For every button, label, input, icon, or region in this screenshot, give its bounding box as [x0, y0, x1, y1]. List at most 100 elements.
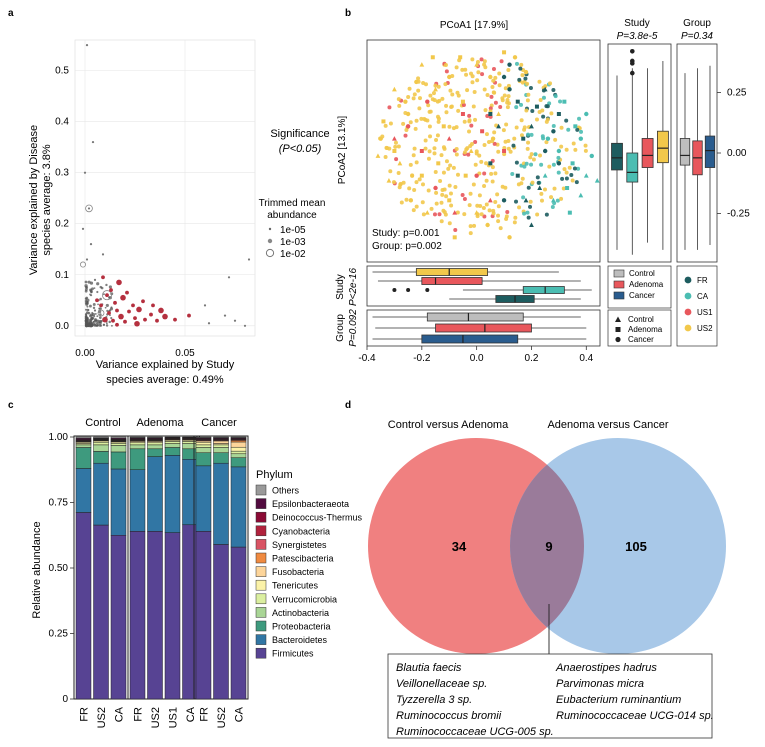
- a-point-nonsig: [85, 286, 89, 289]
- pcoa-point-us2: [375, 153, 381, 158]
- pcoa-point: [514, 199, 519, 204]
- panel-c-ylabel: Relative abundance: [31, 521, 43, 618]
- pcoa-point-us1: [502, 149, 507, 153]
- bar-segment-bacteroidetes: [195, 465, 212, 532]
- legend-label-actinobacteria: Actinobacteria: [272, 608, 329, 618]
- pcoa-point: [542, 187, 547, 192]
- pcoa-point: [489, 94, 494, 99]
- pcoa-point: [528, 155, 533, 160]
- a-point-nonsig: [81, 227, 85, 230]
- pcoa-point: [408, 120, 413, 125]
- species-right-3: Eubacterium ruminantium: [556, 694, 681, 706]
- pcoa-point: [548, 81, 553, 86]
- pcoa-point: [505, 209, 510, 214]
- pcoa-point: [538, 97, 543, 102]
- a-point-significant: [143, 317, 147, 322]
- pcoa-point: [487, 139, 492, 144]
- legend-label-tenericutes: Tenericutes: [272, 581, 319, 591]
- a-point-nonsig: [91, 316, 94, 320]
- pcoa-point: [502, 145, 507, 150]
- pcoa-point: [444, 103, 449, 108]
- pcoa-point: [535, 175, 540, 180]
- pcoa-point: [443, 63, 448, 68]
- pcoa-point: [490, 165, 495, 170]
- pcoa-point: [437, 212, 442, 217]
- hbox-ca: [522, 286, 565, 294]
- pcoa-point: [426, 156, 431, 161]
- a-point-significant: [105, 293, 109, 298]
- pcoa-point: [545, 117, 550, 122]
- bar-segment-others: [110, 436, 127, 439]
- a-xtick-label: 0.00: [75, 348, 95, 359]
- pcoa-point: [467, 113, 472, 118]
- pcoa-point: [503, 185, 508, 190]
- pcoa-point-us2: [458, 55, 463, 60]
- x-tick-label: 0.4: [579, 353, 593, 364]
- pcoa-point: [453, 185, 458, 190]
- pcoa-point: [559, 144, 564, 149]
- a-point-nonsig: [99, 324, 103, 327]
- legend-study: FR CA US1 US2: [684, 276, 713, 333]
- bar-segment-fusobacteria: [230, 441, 247, 448]
- pcoa-point: [462, 196, 467, 201]
- a-point-nonsig: [85, 44, 89, 47]
- pcoa-point: [403, 133, 408, 138]
- pcoa-point: [442, 187, 447, 192]
- pcoa-point-us1: [433, 185, 438, 191]
- bar-segment-verrucomicrobia: [129, 442, 146, 446]
- pcoa-point: [514, 105, 519, 110]
- pcoa-point: [420, 182, 425, 187]
- pcoa-point: [560, 176, 565, 181]
- pcoa-point: [540, 108, 545, 113]
- pcoa-point: [526, 140, 531, 145]
- pcoa-point: [572, 166, 577, 171]
- pcoa-title: PCoA1 [17.9%]: [440, 20, 509, 31]
- legend-study-label-us2: US2: [697, 324, 713, 333]
- legend-swatch-deinococcus-thermus: [255, 511, 267, 523]
- pcoa-point: [465, 146, 470, 151]
- bar-segment-firmicutes: [164, 532, 181, 700]
- legend-shape-label-adenoma: Adenoma: [628, 325, 663, 334]
- a-point-significant: [118, 313, 124, 320]
- pcoa-point: [505, 100, 510, 105]
- pcoa-point: [473, 117, 478, 122]
- a-point-nonsig: [90, 291, 93, 294]
- a-point-nonsig: [110, 316, 113, 320]
- pcoa-point: [428, 134, 433, 139]
- pcoa-point: [417, 96, 422, 101]
- phylum-legend-title: Phylum: [256, 469, 293, 481]
- pcoa-point: [493, 199, 498, 204]
- pcoa-point: [407, 86, 412, 91]
- legend-swatch-others: [255, 484, 267, 496]
- pcoa-point: [454, 65, 459, 70]
- hbox-us2: [415, 268, 489, 276]
- pcoa-point-us2: [378, 136, 383, 141]
- pcoa-point-ca: [551, 197, 556, 203]
- bar-segment-firmicutes: [75, 512, 92, 700]
- legend-group-fill: Control Adenoma Cancer: [613, 269, 664, 300]
- c-ytick-label: 1.00: [49, 432, 69, 443]
- panel-label-b: b: [345, 8, 351, 19]
- bar-segment-bacteroidetes: [110, 468, 127, 536]
- pcoa-point-fr: [496, 123, 501, 129]
- pcoa-point: [473, 139, 478, 144]
- a-point-open: [80, 261, 87, 268]
- legend-label-deinococcus-thermus: Deinococcus-Thermus: [272, 513, 363, 523]
- pcoa-point: [502, 93, 507, 98]
- pcoa-point: [556, 170, 561, 175]
- pcoa-point: [383, 155, 388, 160]
- pcoa-point: [519, 102, 524, 107]
- pcoa-point: [575, 127, 580, 132]
- pcoa-point: [577, 116, 582, 121]
- venn-label-left: Control versus Adenoma: [388, 419, 509, 431]
- study-row-label: Study: [335, 274, 346, 300]
- pcoa-point-us2: [468, 148, 474, 153]
- pcoa-point: [397, 103, 402, 108]
- legend-label-patescibacteria: Patescibacteria: [272, 554, 334, 564]
- pcoa-point-us1: [487, 197, 493, 203]
- pcoa-point-ca: [583, 173, 589, 178]
- bar-segment-actinobacteria: [195, 447, 212, 453]
- pcoa-point: [439, 153, 444, 158]
- a-point-nonsig: [104, 306, 107, 309]
- pcoa-point-us2: [430, 55, 435, 60]
